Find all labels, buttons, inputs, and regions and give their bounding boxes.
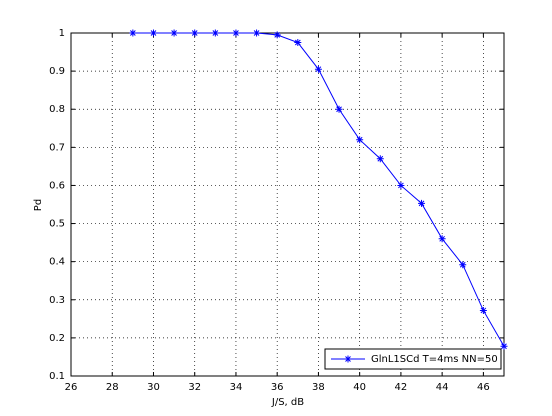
y-tick-label: 0.4 [49,257,65,268]
data-point [397,181,405,189]
x-tick-label: 30 [147,382,160,393]
x-tick-label: 38 [312,382,325,393]
x-tick-label: 28 [106,382,119,393]
data-point [356,136,364,144]
y-tick-label: 0.1 [49,371,65,382]
data-point [273,31,281,39]
y-tick-label: 0.5 [49,219,65,230]
x-tick-label: 32 [188,382,201,393]
plot-area [70,32,505,377]
data-point [438,235,446,243]
data-point [149,29,157,37]
y-tick-label: 0.2 [49,333,65,344]
data-point [500,342,508,350]
data-point [294,39,302,47]
y-tick-label: 0.3 [49,295,65,306]
x-axis-label: J/S, dB [271,397,304,408]
y-tick-label: 0.9 [49,66,65,77]
x-tick-label: 44 [436,382,449,393]
data-point [232,29,240,37]
legend-marker [344,355,352,363]
y-axis-label: Pd [33,199,44,211]
legend-label: GlnL1SCd T=4ms NN=50 [371,354,498,365]
data-point [376,155,384,163]
data-point [418,199,426,207]
data-point [335,105,343,113]
data-point [479,306,487,314]
data-point [459,261,467,269]
data-point [211,29,219,37]
x-tick-label: 40 [353,382,366,393]
data-point [253,29,261,37]
legend-box [324,348,502,370]
x-tick-label: 42 [395,382,408,393]
x-tick-label: 46 [477,382,490,393]
x-tick-label: 34 [230,382,243,393]
data-point [170,29,178,37]
x-tick-label: 36 [271,382,284,393]
x-tick-label: 26 [65,382,78,393]
data-point [314,65,322,73]
y-tick-label: 1 [59,28,65,39]
data-point [191,29,199,37]
y-tick-label: 0.6 [49,180,65,191]
data-point [129,29,137,37]
y-tick-label: 0.7 [49,142,65,153]
y-tick-label: 0.8 [49,104,65,115]
